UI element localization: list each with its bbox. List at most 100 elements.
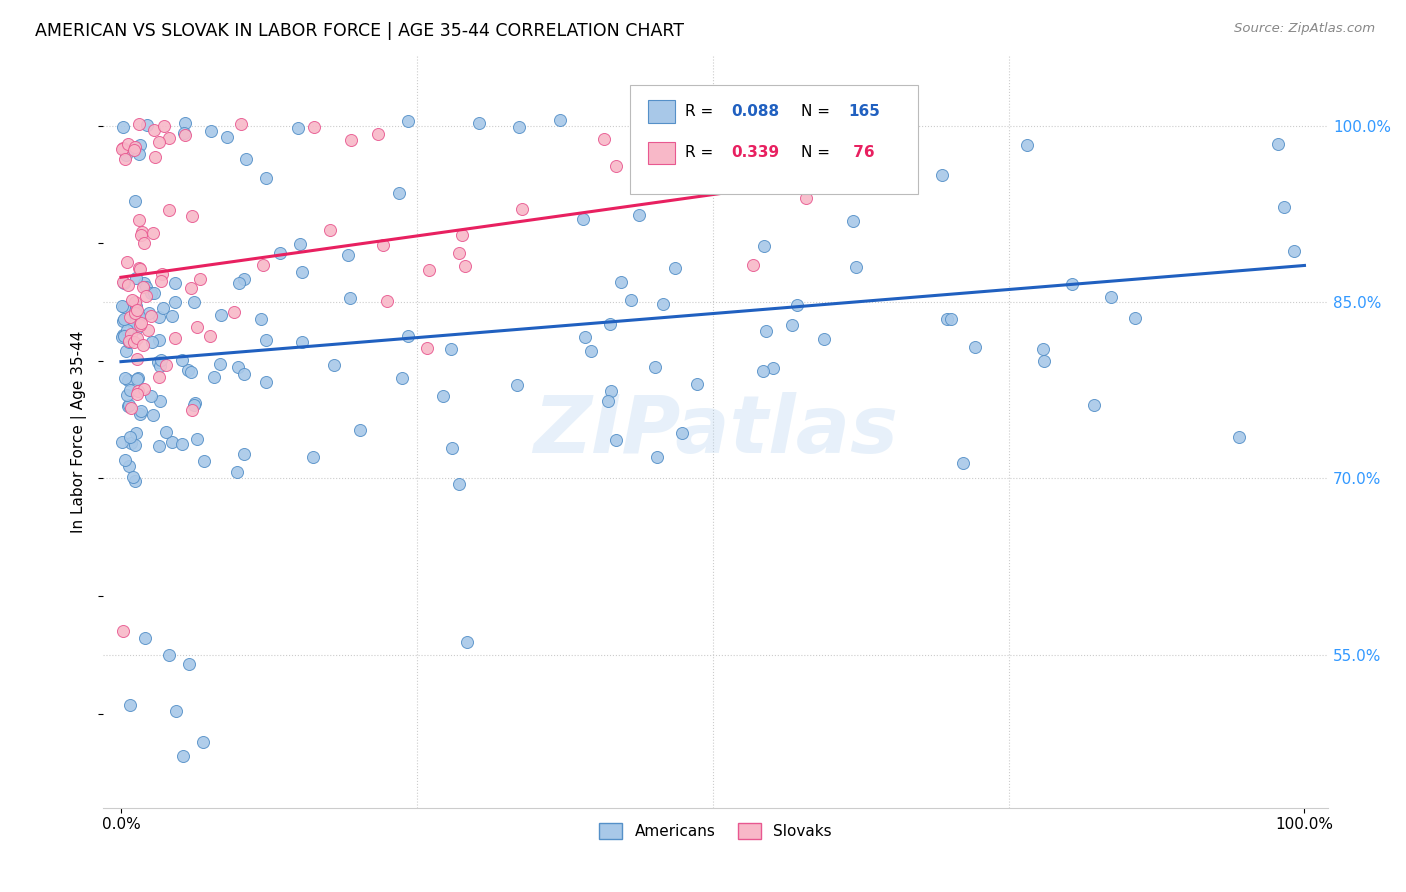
Point [127, 386, 149, 401]
Point [136, 322, 159, 336]
Point [111, 142, 134, 156]
Point [157, 131, 180, 145]
Point [367, 128, 389, 142]
Point [510, 202, 533, 216]
Point [447, 476, 470, 491]
Point [173, 126, 195, 140]
Point [652, 297, 675, 311]
Point [111, 330, 134, 344]
Point [593, 131, 616, 145]
Point [134, 632, 156, 646]
Point [142, 286, 165, 301]
Point [181, 209, 204, 223]
Point [125, 425, 148, 440]
Point [336, 248, 359, 262]
Point [644, 360, 666, 375]
Point [125, 331, 148, 345]
Point [141, 334, 163, 349]
Point [229, 117, 252, 131]
Point [124, 438, 146, 452]
FancyBboxPatch shape [630, 86, 918, 194]
Point [125, 271, 148, 285]
Point [127, 384, 149, 398]
Point [186, 320, 208, 334]
Point [142, 226, 165, 240]
Point [118, 383, 141, 397]
Point [128, 318, 150, 332]
Point [172, 749, 194, 764]
Point [179, 657, 201, 671]
Point [290, 237, 312, 252]
Point [172, 353, 194, 368]
Point [180, 365, 202, 379]
Point [418, 263, 440, 277]
Point [117, 136, 139, 151]
Point [120, 401, 142, 415]
Point [416, 341, 439, 355]
Point [149, 274, 172, 288]
Point [254, 170, 277, 185]
Point [456, 634, 478, 648]
Point [128, 147, 150, 161]
Point [122, 318, 145, 333]
Point [183, 398, 205, 412]
Point [131, 225, 153, 239]
Point [780, 318, 803, 333]
Point [579, 343, 602, 358]
Point [202, 369, 225, 384]
Point [121, 293, 143, 308]
Point [605, 159, 627, 173]
FancyBboxPatch shape [648, 100, 675, 123]
Point [127, 320, 149, 334]
Point [571, 211, 593, 226]
Point [134, 235, 156, 250]
Point [963, 340, 986, 354]
Point [129, 262, 152, 277]
Point [124, 194, 146, 208]
Point [127, 372, 149, 386]
Point [1033, 353, 1056, 368]
Point [165, 294, 187, 309]
Point [148, 135, 170, 149]
Text: 0.088: 0.088 [731, 104, 780, 120]
Point [188, 272, 211, 286]
Point [633, 115, 655, 129]
Point [150, 352, 173, 367]
Point [605, 433, 627, 447]
Point [163, 331, 186, 345]
Point [143, 150, 166, 164]
Point [226, 465, 249, 479]
Point [222, 305, 245, 319]
Point [252, 258, 274, 272]
Point [627, 208, 650, 222]
Point [396, 114, 419, 128]
Point [339, 291, 361, 305]
Point [671, 426, 693, 441]
Point [232, 447, 254, 461]
Point [149, 359, 172, 373]
Text: 165: 165 [848, 104, 880, 120]
Legend: Americans, Slovaks: Americans, Slovaks [593, 817, 838, 846]
Point [120, 327, 142, 342]
Point [122, 469, 145, 483]
Text: R =: R = [685, 145, 718, 161]
Point [129, 408, 152, 422]
Point [269, 245, 291, 260]
Point [1267, 136, 1289, 151]
Point [548, 113, 571, 128]
Point [186, 432, 208, 446]
Point [508, 120, 530, 135]
Point [664, 261, 686, 276]
Point [135, 288, 157, 302]
Point [111, 314, 134, 328]
Point [794, 191, 817, 205]
Point [128, 117, 150, 131]
Point [302, 120, 325, 134]
Point [647, 128, 669, 143]
Point [599, 318, 621, 332]
Point [141, 389, 163, 403]
Point [117, 399, 139, 413]
Point [233, 272, 256, 286]
Point [686, 377, 709, 392]
Point [125, 310, 148, 325]
